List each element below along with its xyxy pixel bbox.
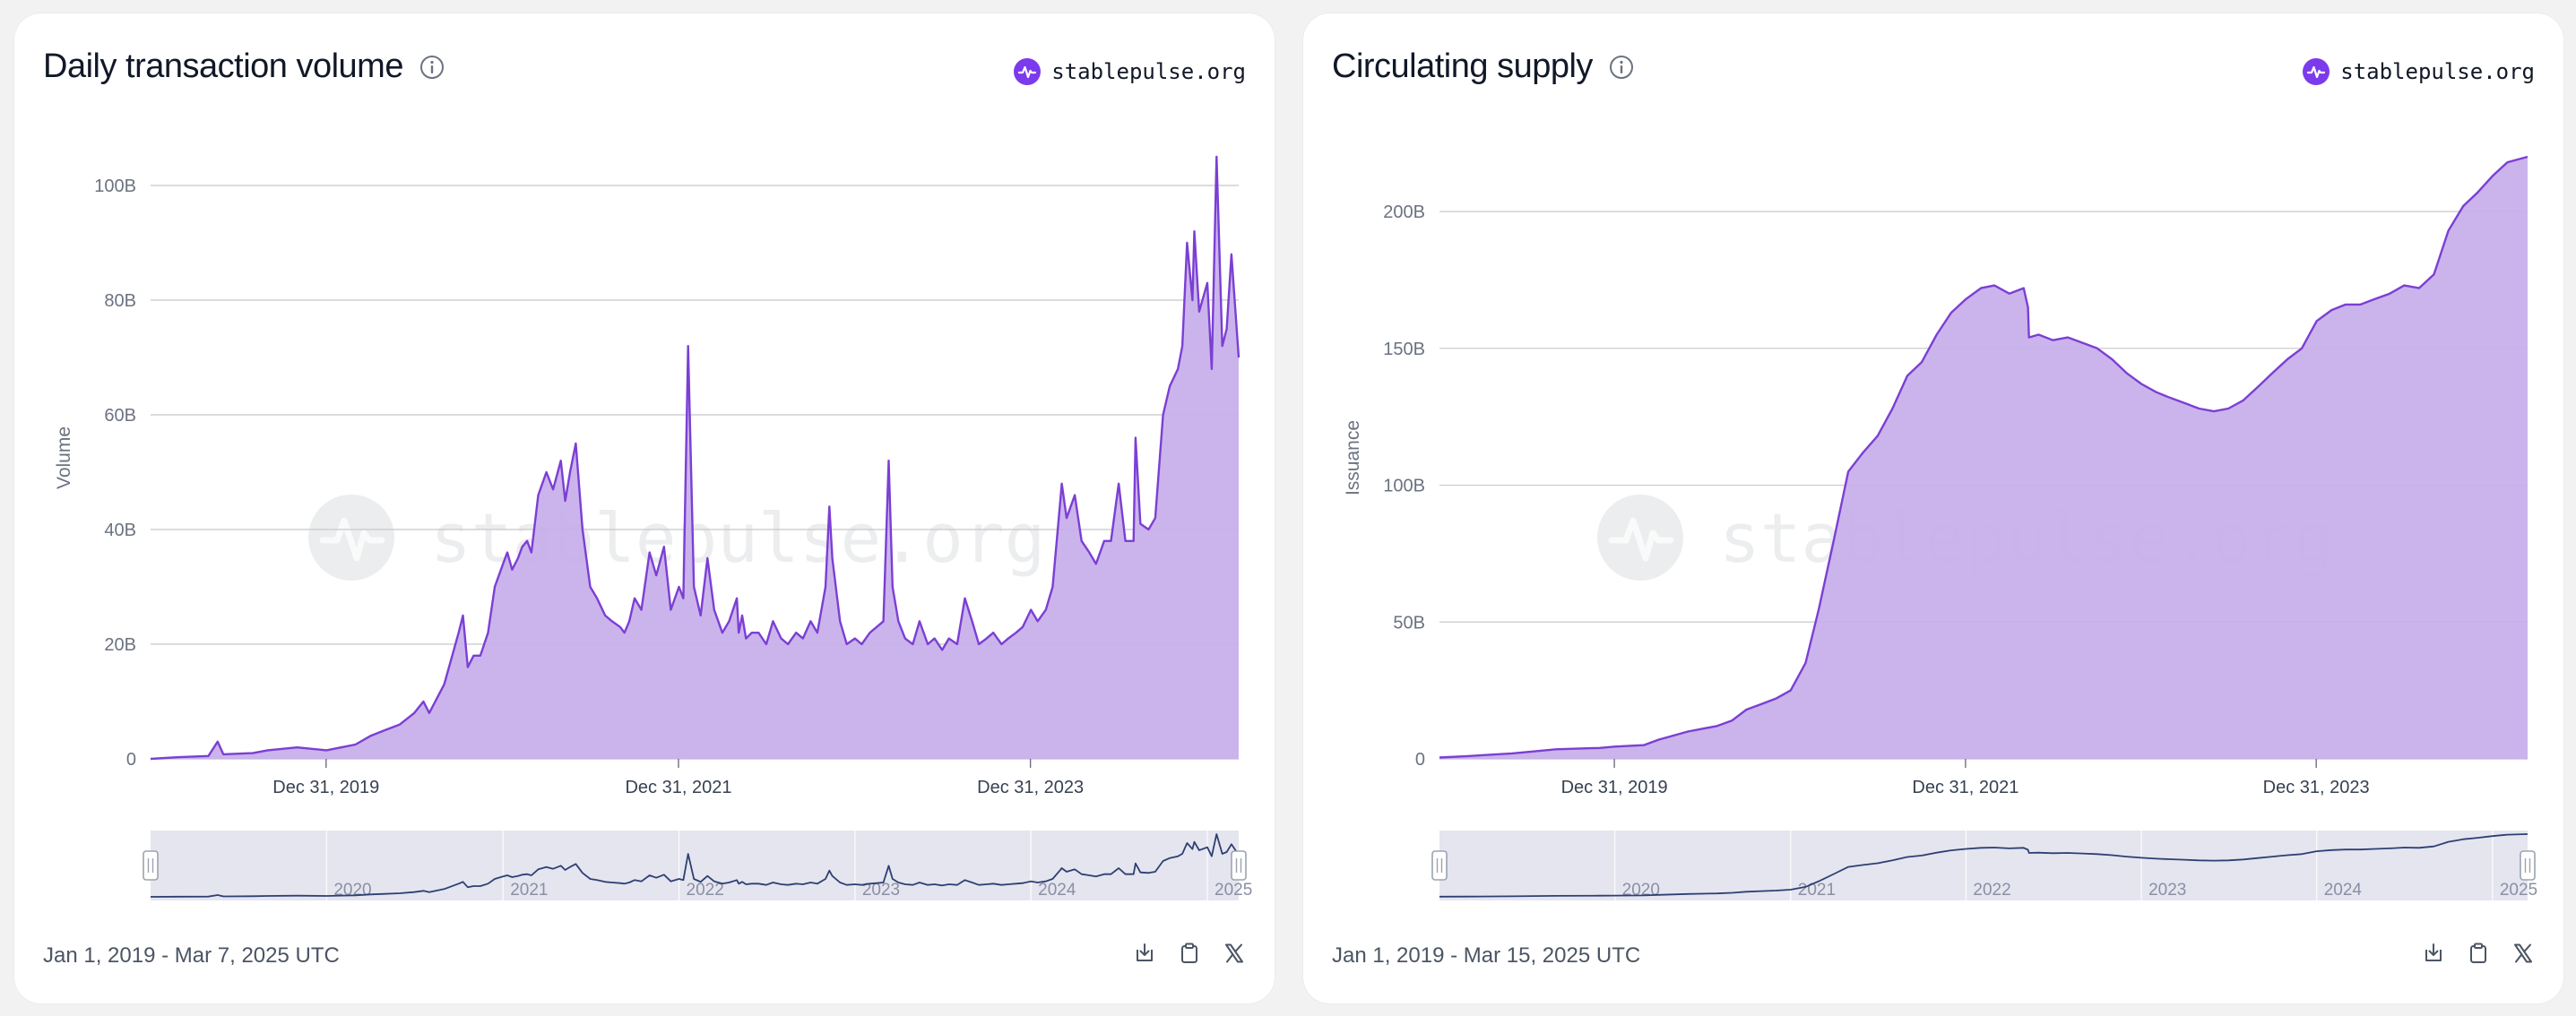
chart-area-supply[interactable]: stablepulse.org 0 50B 100B 150B 200B Issuance D… [1303,13,2563,936]
chart-area-volume[interactable]: stablepulse.org 0 20B 40B 60B 80B 100B Volume De… [14,13,1275,936]
zoom-background [151,831,1239,900]
zoom-year-label: 2025 [2500,881,2537,900]
zoom-handle-right[interactable] [2520,850,2536,881]
x-tick-label: Dec 31, 2021 [625,778,731,797]
x-logo-icon[interactable] [2511,942,2535,965]
chart-title-text: Daily transaction volume [43,47,403,85]
series-line [1439,155,2528,759]
series-area [1439,157,2528,759]
zoom-year-label: 2025 [1215,881,1252,900]
clipboard-icon[interactable] [2467,942,2490,965]
y-tick-label: 20B [104,635,136,655]
watermark-pulse-icon [1608,517,1674,562]
brand-link[interactable]: stablepulse.org [1014,58,1246,85]
zoom-year-label: 2024 [1038,881,1076,900]
clipboard-icon[interactable] [1178,942,1201,965]
date-range-label: Jan 1, 2019 - Mar 15, 2025 UTC [1332,943,1641,968]
x-logo-icon[interactable] [1223,942,1246,965]
chart-card-circulating-supply: Circulating supply stablepulse.org stabl… [1303,13,2563,1003]
y-tick-label: 100B [1383,477,1425,496]
zoom-slider[interactable]: 2020 2021 2022 2023 2024 2025 [1431,831,2537,900]
series-line [150,155,1240,761]
y-tick-label: 80B [104,291,136,311]
chart-actions [1133,942,1246,965]
date-range-label: Jan 1, 2019 - Mar 7, 2025 UTC [43,943,340,968]
zoom-handle-right[interactable] [1231,850,1247,881]
zoom-year-label: 2023 [2148,881,2186,900]
watermark-pulse-icon [319,517,385,562]
pulse-logo-icon [1014,58,1042,85]
zoom-background [1439,831,2528,900]
y-tick-label: 60B [104,406,136,426]
pulse-logo-icon [2303,58,2330,85]
handle-grip [143,850,159,881]
download-icon[interactable] [2422,942,2445,965]
series-area [151,157,1239,759]
zoom-year-label: 2024 [2324,881,2363,900]
x-tick-label: Dec 31, 2023 [977,778,1084,797]
y-tick-label: 100B [94,177,136,196]
zoom-year-label: 2021 [1798,881,1836,900]
x-tick-label: Dec 31, 2019 [272,778,379,797]
chart-title: Daily transaction volume [43,47,445,86]
y-tick-label: 50B [1393,613,1425,633]
zoom-handle-left[interactable] [1431,850,1448,881]
y-tick-label: 0 [126,750,136,770]
zoom-series-line [150,833,1240,898]
watermark: stablepulse.org [308,495,1045,581]
x-tick-label: Dec 31, 2019 [1561,778,1668,797]
zoom-series-line [1439,833,2528,898]
zoom-year-label: 2020 [333,881,371,900]
chart-title: Circulating supply [1332,47,1634,86]
y-tick-label: 40B [104,521,136,540]
y-tick-label: 0 [1415,750,1425,770]
y-axis-label: Volume [54,426,74,489]
zoom-year-label: 2020 [1622,881,1660,900]
download-icon[interactable] [1133,942,1156,965]
chart-actions [2422,942,2535,965]
handle-grip [2520,850,2536,881]
handle-grip [1231,850,1247,881]
zoom-year-label: 2022 [687,881,724,900]
brand-name: stablepulse.org [1051,59,1246,84]
y-axis-label: Issuance [1343,420,1363,495]
y-tick-label: 150B [1383,340,1425,359]
zoom-year-label: 2023 [862,881,900,900]
chart-title-text: Circulating supply [1332,47,1593,85]
brand-link[interactable]: stablepulse.org [2303,58,2535,85]
zoom-year-label: 2022 [1973,881,2010,900]
handle-grip [1431,850,1448,881]
x-tick-label: Dec 31, 2021 [1912,778,2018,797]
x-tick-label: Dec 31, 2023 [2263,778,2370,797]
y-tick-label: 200B [1383,202,1425,222]
zoom-year-label: 2021 [510,881,548,900]
info-circle-icon[interactable] [1609,55,1634,80]
zoom-slider[interactable]: 2020 2021 2022 2023 2024 2025 [143,831,1252,900]
chart-card-transaction-volume: Daily transaction volume stablepulse.org… [14,13,1275,1003]
brand-name: stablepulse.org [2340,59,2535,84]
info-circle-icon[interactable] [419,55,445,80]
zoom-handle-left[interactable] [143,850,159,881]
